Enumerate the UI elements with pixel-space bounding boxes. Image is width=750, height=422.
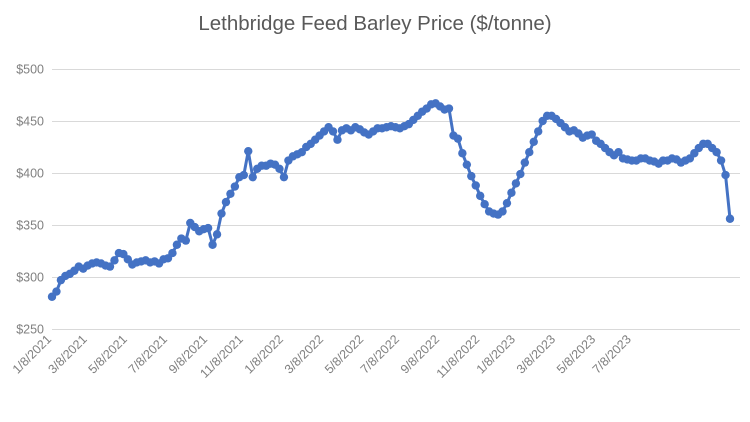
data-point-marker	[275, 164, 284, 174]
x-axis-tick-label: 7/8/2022	[358, 332, 402, 376]
data-point-marker	[279, 172, 289, 182]
data-point-marker	[172, 240, 182, 249]
data-point-marker	[507, 188, 516, 197]
x-axis-tick-label: 3/8/2022	[282, 332, 326, 376]
data-point-marker	[471, 181, 480, 190]
data-point-marker	[462, 160, 472, 169]
data-point-marker	[525, 148, 534, 157]
x-axis-tick-label: 1/8/2023	[474, 332, 518, 376]
data-point-marker	[516, 169, 525, 179]
data-point-marker	[203, 223, 213, 233]
gridlines	[52, 69, 740, 330]
data-point-marker	[502, 198, 512, 208]
data-point-marker	[328, 127, 338, 136]
y-axis-tick-label: $300	[16, 271, 44, 285]
data-point-marker	[476, 191, 485, 201]
data-point-marker	[721, 170, 730, 180]
data-point-marker	[230, 182, 240, 191]
data-point-marker	[587, 130, 596, 139]
data-point-marker	[248, 172, 257, 182]
chart-title: Lethbridge Feed Barley Price ($/tonne)	[198, 12, 552, 35]
data-point-marker	[52, 287, 61, 296]
x-axis-tick-label: 5/8/2021	[86, 332, 130, 376]
data-point-marker	[226, 189, 235, 198]
y-axis-tick-label: $400	[16, 167, 44, 181]
data-point-marker	[333, 135, 342, 144]
data-point-marker	[453, 134, 463, 143]
data-point-marker	[105, 262, 115, 271]
data-point-marker	[716, 156, 726, 165]
y-axis-tick-label: $450	[16, 115, 44, 129]
x-axis-tick-label: 3/8/2023	[514, 332, 558, 376]
x-axis-tick-label: 7/8/2023	[590, 332, 634, 376]
data-point-marker	[520, 158, 530, 167]
data-point-marker	[534, 127, 543, 136]
data-point-marker	[110, 256, 119, 265]
data-point-marker	[217, 209, 226, 218]
data-point-marker	[467, 171, 476, 181]
data-point-marker	[181, 236, 191, 245]
series-line	[50, 101, 732, 299]
price-series	[47, 99, 735, 301]
x-axis-tick-label: 11/8/2022	[434, 332, 483, 381]
data-point-marker	[480, 200, 489, 209]
y-axis-tick-label: $500	[16, 63, 44, 77]
data-point-marker	[239, 170, 248, 180]
data-point-marker	[529, 137, 538, 146]
y-axis-tick-label: $350	[16, 219, 44, 233]
data-point-marker	[244, 146, 253, 156]
data-point-marker	[712, 148, 721, 157]
data-point-marker	[614, 148, 623, 157]
data-point-marker	[444, 104, 454, 113]
data-point-marker	[725, 214, 735, 223]
data-point-marker	[212, 230, 222, 239]
data-point-marker	[168, 248, 177, 258]
y-axis-tick-labels: $250 $300 $350 $400 $450 $500	[16, 63, 44, 337]
x-axis-tick-label: 3/8/2021	[45, 332, 89, 376]
x-axis-tick-labels: 1/8/20213/8/20215/8/20217/8/20219/8/2021…	[10, 332, 634, 381]
x-axis-tick-label: 1/8/2022	[242, 332, 286, 376]
data-point-marker	[458, 149, 467, 158]
data-point-marker	[208, 240, 217, 249]
y-axis-tick-label: $250	[16, 323, 44, 337]
data-point-marker	[221, 197, 231, 207]
data-point-marker	[498, 207, 507, 216]
data-point-marker	[511, 179, 521, 188]
x-axis-tick-label: 7/8/2021	[126, 332, 170, 376]
